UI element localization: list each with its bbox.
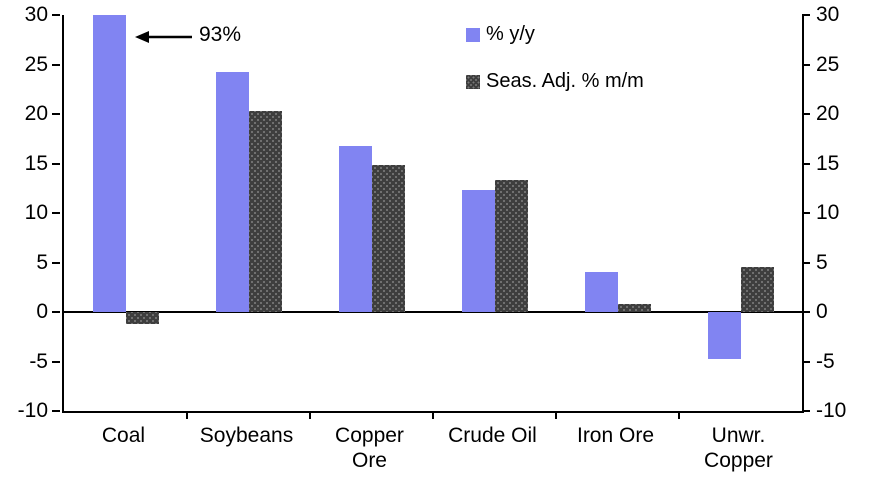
bar-yy-coal (92, 15, 126, 312)
right-axis-label: 20 (816, 102, 840, 125)
legend-swatch-mm (466, 74, 480, 89)
bar-yy-unwr-copper (707, 312, 741, 359)
bar-mm-coal (125, 312, 159, 324)
legend-label-yy: % y/y (486, 23, 535, 45)
right-axis-tick (802, 113, 810, 115)
bottom-axis-tick (309, 411, 311, 419)
x-axis-label-copper-ore: Copper Ore (335, 424, 404, 472)
left-axis-label: 10 (24, 201, 48, 224)
bar-yy-iron-ore (584, 272, 618, 312)
legend-swatch-yy (466, 27, 480, 42)
left-axis-tick (52, 360, 60, 363)
left-axis-label: 20 (24, 102, 48, 125)
right-axis-tick (802, 212, 810, 214)
right-axis-label: 5 (816, 250, 828, 274)
legend-item-yy: % y/y (466, 21, 644, 48)
left-axis-label: 30 (24, 3, 48, 26)
right-axis-label: 25 (816, 52, 840, 76)
x-axis-label-soybeans: Soybeans (199, 424, 294, 447)
bar-mm-copper-ore (371, 165, 405, 312)
right-axis-label: -5 (816, 349, 835, 373)
bottom-axis-tick (555, 411, 557, 419)
right-axis-label: -10 (816, 399, 847, 422)
left-axis-tick (52, 162, 60, 165)
annotation-93pct: 93% (199, 23, 242, 46)
bar-mm-crude-oil (494, 180, 528, 312)
bottom-axis-tick (678, 411, 680, 419)
bar-mm-soybeans (248, 111, 282, 312)
right-axis-tick (802, 410, 810, 412)
right-axis-label: 10 (816, 201, 840, 224)
bar-mm-unwr-copper (740, 267, 774, 312)
bar-yy-copper-ore (338, 145, 372, 312)
right-axis-tick (802, 261, 810, 264)
right-axis-tick (802, 311, 810, 313)
left-axis-label: -10 (17, 399, 48, 422)
right-axis-tick (802, 14, 810, 16)
legend-label-mm: Seas. Adj. % m/m (486, 70, 644, 92)
x-axis-label-unwr-copper: Unwr. Copper (704, 424, 773, 472)
right-axis-label: 0 (816, 300, 828, 323)
zero-gridline (64, 311, 802, 313)
x-axis-label-coal: Coal (101, 424, 146, 447)
right-axis-label: 15 (816, 151, 840, 175)
right-axis-tick (802, 162, 810, 165)
left-axis-tick (52, 311, 60, 313)
left-axis-tick (52, 410, 60, 412)
left-axis-label: 25 (24, 52, 48, 76)
x-axis-label-crude-oil: Crude Oil (448, 424, 537, 447)
bottom-axis-tick (432, 411, 434, 419)
right-axis-label: 30 (816, 3, 840, 26)
left-axis-tick (52, 14, 60, 16)
left-axis-label: 15 (24, 151, 48, 175)
bar-mm-iron-ore (617, 304, 651, 312)
left-axis-tick (52, 63, 60, 66)
left-axis-tick (52, 261, 60, 264)
legend-item-mm: Seas. Adj. % m/m (466, 68, 644, 95)
bar-yy-soybeans (215, 72, 249, 312)
x-axis-label-iron-ore: Iron Ore (576, 424, 655, 447)
bar-yy-crude-oil (461, 190, 495, 312)
legend: % y/y Seas. Adj. % m/m (466, 21, 644, 115)
left-axis-label: -5 (29, 349, 48, 373)
right-axis-tick (802, 63, 810, 66)
left-axis-label: 5 (36, 250, 48, 274)
left-axis-tick (52, 113, 60, 115)
bottom-axis-tick (186, 411, 188, 419)
right-axis-tick (802, 360, 810, 363)
left-axis-label: 0 (36, 300, 48, 323)
annotation-arrow-icon (135, 31, 192, 43)
plot-area (62, 15, 804, 419)
left-axis-tick (52, 212, 60, 214)
